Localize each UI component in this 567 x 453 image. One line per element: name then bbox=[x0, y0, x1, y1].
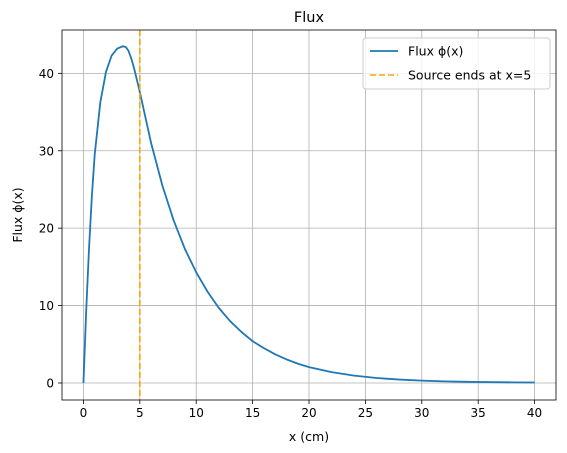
legend: Flux ϕ(x) Source ends at x=5 bbox=[362, 37, 551, 90]
legend-label-source: Source ends at x=5 bbox=[408, 68, 531, 83]
x-axis-label: x (cm) bbox=[289, 429, 329, 444]
chart-title: Flux bbox=[294, 10, 325, 26]
x-tick-label: 0 bbox=[80, 406, 88, 420]
x-tick-label: 35 bbox=[471, 406, 486, 420]
legend-box bbox=[362, 37, 551, 90]
y-tick-label: 30 bbox=[39, 144, 54, 158]
series-layer bbox=[82, 30, 535, 400]
legend-label-flux: Flux ϕ(x) bbox=[408, 44, 463, 59]
x-tick-label: 20 bbox=[301, 406, 316, 420]
y-axis-label: Flux ϕ(x) bbox=[10, 187, 25, 242]
y-tick-label: 40 bbox=[39, 67, 54, 81]
x-tick-label: 40 bbox=[527, 406, 542, 420]
series-line-flux bbox=[82, 45, 535, 384]
y-tick-label: 10 bbox=[39, 299, 54, 313]
x-tick-label: 5 bbox=[136, 406, 144, 420]
y-tick-label: 20 bbox=[39, 222, 54, 236]
x-tick-label: 30 bbox=[414, 406, 429, 420]
y-tick-label: 0 bbox=[46, 376, 54, 390]
x-tick-label: 25 bbox=[358, 406, 373, 420]
x-tick-label: 10 bbox=[189, 406, 204, 420]
x-tick-label: 15 bbox=[245, 406, 260, 420]
axis-ticks: 0 5 10 15 20 25 30 35 40 0 10 20 30 40 bbox=[39, 67, 542, 420]
